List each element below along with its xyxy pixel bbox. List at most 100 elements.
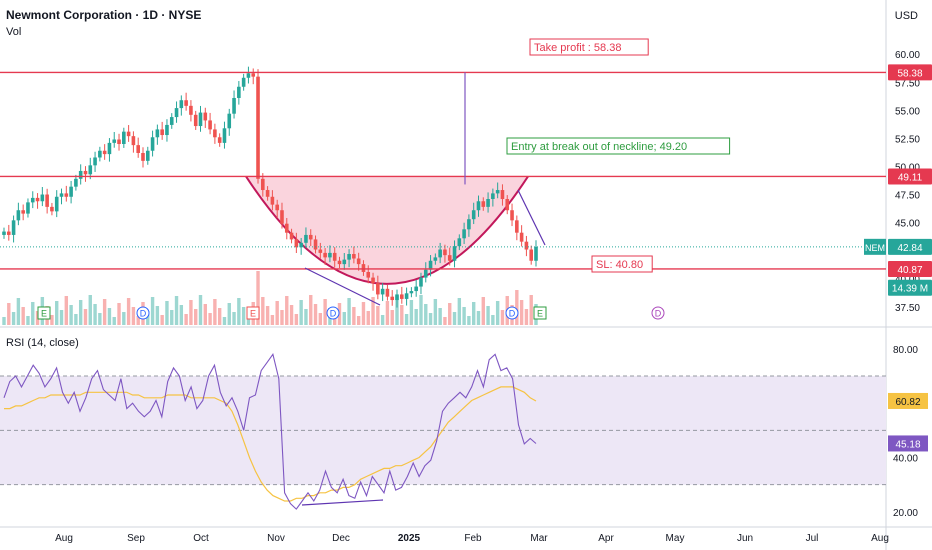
rsi-tick-label: 80.00 [893,345,918,356]
price-marker-bg [888,168,932,185]
candle [275,204,279,211]
volume-bar [462,307,466,325]
candle [198,112,203,127]
candle [356,258,361,265]
volume-bar [165,301,169,325]
volume-bar [11,312,16,325]
volume-bar [160,315,164,325]
volume-bar [515,290,519,325]
candle [481,201,486,207]
volume-bar [491,315,495,325]
candle [313,239,318,250]
candle [419,277,423,287]
candle [294,239,299,248]
candle [366,271,371,278]
volume-bar [309,295,313,325]
currency-label[interactable]: USD [894,10,918,22]
rsi-marker-bg [888,392,928,409]
rsi-tick-label: 40.00 [893,454,918,465]
candle [400,294,404,299]
volume-bar [356,316,361,325]
volume-bar [184,314,188,325]
price-marker-text: 58.38 [897,68,922,79]
time-tick-label: Mar [530,533,548,544]
candle [414,286,418,292]
volume-bar [495,301,500,325]
candle [395,294,399,301]
candle [347,254,351,260]
volume-bar [270,315,275,325]
candle [308,234,313,240]
volume-bar [256,271,260,325]
rsi-axis: 80.00 40.00 20.00 [893,345,918,519]
volume-bar [333,317,337,325]
candle [270,196,275,205]
candle [251,73,256,77]
candle [495,190,500,194]
candle [227,113,232,129]
candle [256,76,260,179]
event-dividend-3 [326,306,340,320]
rsi-marker-text: 60.82 [895,397,920,408]
event-marker-3: D [326,306,340,320]
candle [457,238,462,247]
candle [505,199,510,211]
candle [150,137,155,151]
rsi-marker-0: 60.82 [888,392,928,409]
candle [193,114,198,127]
event-dividend-4 [505,306,519,320]
time-tick-label: 2025 [398,533,421,544]
event-text-5: E [537,309,543,319]
trendline-pullback [517,189,546,246]
candle [443,249,447,256]
volume-bar [500,310,505,325]
candle [21,210,25,214]
price-marker-bg [888,279,932,296]
candle [524,241,529,250]
volume-bar [69,305,73,325]
candle [160,129,164,136]
candle [64,193,69,197]
volume-bar [428,313,433,325]
candle [280,210,284,224]
symbol-tag-text: NEM [865,243,885,253]
candle [376,283,380,295]
candle [174,108,179,118]
volume-bar [112,317,116,325]
take-profit-label: Take profit : 58.38 [529,38,649,56]
price-tick-label: 47.50 [895,191,920,202]
price-tick-label: 55.00 [895,106,920,117]
volume-bar [194,309,198,325]
candle [438,249,442,258]
candle [433,257,438,261]
volume-bar [519,300,524,325]
candle [59,193,64,197]
entry-label-box [506,137,731,155]
candle [88,165,93,175]
candle [534,246,538,261]
volume-bar [395,296,399,325]
candle [361,264,366,272]
volume-bar [467,316,471,325]
candle [40,194,45,202]
take-profit-label-box [529,38,649,56]
candle [529,249,534,261]
candle [217,137,222,143]
volume-bar [304,309,308,325]
volume-bar [481,297,485,325]
price-tick-label: 50.00 [895,162,920,173]
volume-bar [385,301,390,325]
volume-bar [376,306,380,325]
price-marker-bg [888,260,932,277]
volume-bar [21,307,25,325]
rsi-marker-1: 45.18 [888,435,928,452]
volume-bar [150,297,155,325]
volume-bar [342,312,346,325]
volume-bar [486,306,490,325]
candle [155,129,160,138]
candle [519,232,524,242]
candle [117,139,121,145]
candle [390,296,395,301]
volume-bar [275,301,279,325]
